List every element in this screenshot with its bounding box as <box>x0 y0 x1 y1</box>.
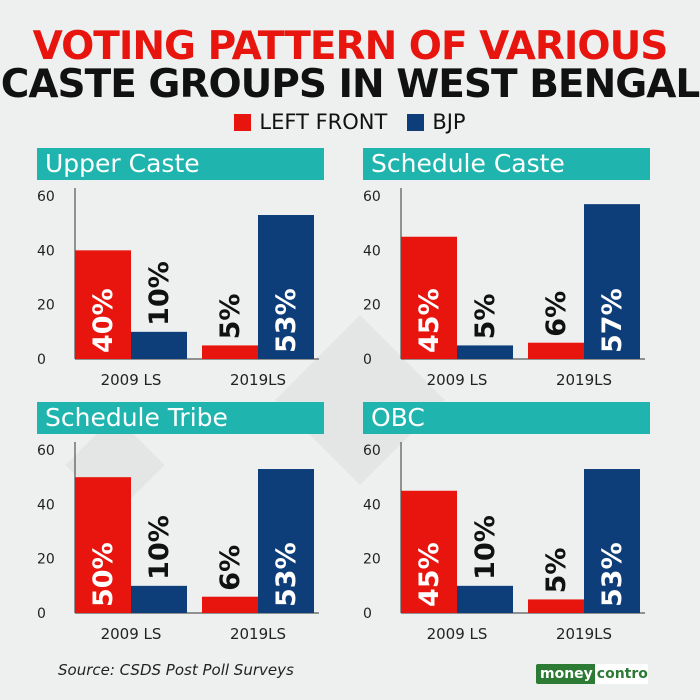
bar-bjp-2019ls <box>258 215 314 359</box>
x-category-label: 2009 LS <box>427 625 488 643</box>
legend: LEFT FRONT BJP <box>0 110 700 134</box>
chart-panel-schedule-caste: 0 20 40 60 45% 5% 2009 LS 6% 57% 2019LS Schedule … <box>363 148 663 398</box>
data-label-left-front-2009-ls: 45% <box>414 288 445 353</box>
moneycontrol-logo: money control <box>536 664 648 684</box>
panel-title: OBC <box>363 402 650 434</box>
data-label-bjp-2009-ls: 10% <box>144 261 175 326</box>
bar-bjp-2009-ls <box>131 331 187 359</box>
bar-bjp-2019ls <box>584 204 640 359</box>
chart-svg: 0 20 40 60 50% 10% 2009 LS 6% 53% 2019LS <box>37 442 319 643</box>
y-tick-label: 60 <box>37 189 55 205</box>
data-label-bjp-2019ls: 57% <box>597 288 628 353</box>
bar-bjp-2019ls <box>584 469 640 613</box>
chart-title-line2: CASTE GROUPS IN WEST BENGAL <box>0 62 700 107</box>
legend-label-bjp: BJP <box>432 110 466 134</box>
panel-title: Schedule Caste <box>363 148 650 180</box>
bar-bjp-2009-ls <box>457 345 513 359</box>
y-tick-label: 0 <box>363 352 372 368</box>
data-label-left-front-2019ls: 5% <box>215 294 246 340</box>
data-label-bjp-2019ls: 53% <box>271 542 302 607</box>
chart-title-line1: VOTING PATTERN OF VARIOUS <box>32 24 669 69</box>
chart-svg: 0 20 40 60 45% 5% 2009 LS 6% 57% 2019LS <box>363 188 645 389</box>
y-tick-label: 20 <box>363 298 381 314</box>
bar-left-front-2019ls <box>528 599 584 613</box>
source-note: Source: CSDS Post Poll Surveys <box>58 661 294 679</box>
y-tick-label: 40 <box>37 243 55 259</box>
x-category-label: 2019LS <box>230 371 286 389</box>
legend-swatch-left-front <box>234 113 252 131</box>
bar-left-front-2009-ls <box>401 490 457 613</box>
bar-left-front-2019ls <box>202 596 258 613</box>
data-label-bjp-2009-ls: 10% <box>144 515 175 580</box>
y-tick-label: 20 <box>37 552 55 568</box>
x-category-label: 2009 LS <box>427 371 488 389</box>
y-tick-label: 0 <box>37 606 46 622</box>
y-tick-label: 60 <box>37 443 55 459</box>
chart-svg: 0 20 40 60 45% 10% 2009 LS 5% 53% 2019LS <box>363 442 645 643</box>
data-label-left-front-2019ls: 6% <box>215 545 246 591</box>
data-label-left-front-2019ls: 6% <box>541 291 572 337</box>
chart-panel-upper-caste: 0 20 40 60 40% 10% 2009 LS 5% 53% 2019LS Upper Ca… <box>37 148 337 398</box>
x-category-label: 2019LS <box>556 625 612 643</box>
y-tick-label: 0 <box>37 352 46 368</box>
legend-swatch-bjp <box>407 113 425 131</box>
bar-bjp-2009-ls <box>131 585 187 613</box>
bar-left-front-2019ls <box>202 345 258 359</box>
y-tick-label: 60 <box>363 443 381 459</box>
chart-panel-schedule-tribe: 0 20 40 60 50% 10% 2009 LS 6% 53% 2019LS Schedule… <box>37 402 337 652</box>
chart-svg: 0 20 40 60 40% 10% 2009 LS 5% 53% 2019LS <box>37 188 319 389</box>
data-label-left-front-2019ls: 5% <box>541 548 572 594</box>
y-tick-label: 40 <box>363 497 381 513</box>
chart-panel-obc: 0 20 40 60 45% 10% 2009 LS 5% 53% 2019LS OBC <box>363 402 663 652</box>
data-label-left-front-2009-ls: 40% <box>88 288 119 353</box>
data-label-left-front-2009-ls: 45% <box>414 542 445 607</box>
data-label-bjp-2019ls: 53% <box>271 288 302 353</box>
y-tick-label: 0 <box>363 606 372 622</box>
legend-item-bjp: BJP <box>407 110 466 134</box>
panel-title: Schedule Tribe <box>37 402 324 434</box>
y-tick-label: 40 <box>363 243 381 259</box>
bar-bjp-2009-ls <box>457 585 513 613</box>
bar-left-front-2019ls <box>528 342 584 359</box>
data-label-left-front-2009-ls: 50% <box>88 542 119 607</box>
data-label-bjp-2009-ls: 10% <box>470 515 501 580</box>
bar-left-front-2009-ls <box>401 236 457 359</box>
bar-left-front-2009-ls <box>75 250 131 359</box>
y-tick-label: 40 <box>37 497 55 513</box>
x-category-label: 2019LS <box>556 371 612 389</box>
y-tick-label: 20 <box>37 298 55 314</box>
logo-part-control: control <box>596 666 648 682</box>
legend-item-left-front: LEFT FRONT <box>234 110 387 134</box>
legend-label-left-front: LEFT FRONT <box>259 110 388 134</box>
logo-part-money: money <box>536 664 595 684</box>
y-tick-label: 60 <box>363 189 381 205</box>
bar-left-front-2009-ls <box>75 477 131 613</box>
bar-bjp-2019ls <box>258 469 314 613</box>
data-label-bjp-2009-ls: 5% <box>470 294 501 340</box>
data-label-bjp-2019ls: 53% <box>597 542 628 607</box>
x-category-label: 2009 LS <box>101 625 162 643</box>
x-category-label: 2019LS <box>230 625 286 643</box>
y-tick-label: 20 <box>363 552 381 568</box>
panel-title: Upper Caste <box>37 148 324 180</box>
x-category-label: 2009 LS <box>101 371 162 389</box>
